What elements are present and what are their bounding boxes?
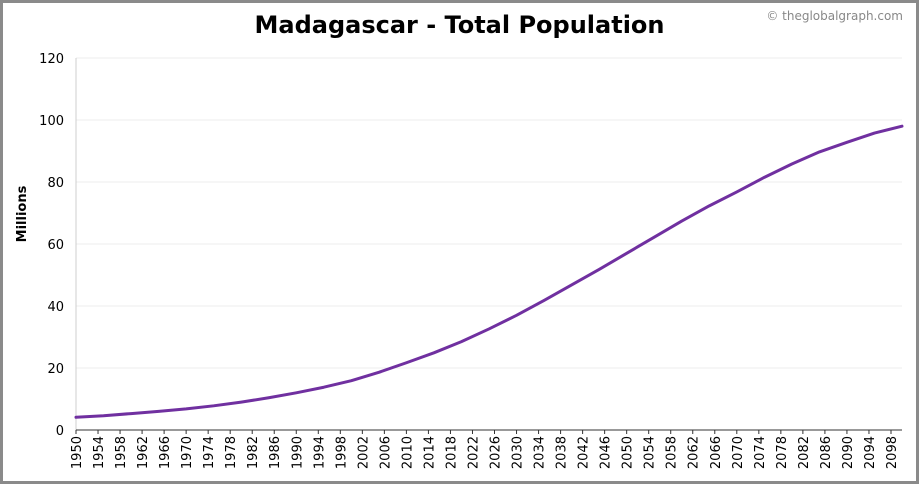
x-tick-label-1986: 1986 — [268, 436, 283, 469]
x-tick-labels: 1950 1954 1958 1962 1966 1970 1974 1978 1982 1986… — [70, 430, 900, 469]
x-tick-label-2010: 2010 — [400, 436, 415, 469]
x-tick-label-2066: 2066 — [709, 436, 724, 469]
y-tick-label-60: 60 — [47, 238, 64, 253]
y-tick-label-100: 100 — [39, 114, 64, 129]
x-tick-label-1978: 1978 — [224, 436, 239, 469]
gridlines — [76, 57, 902, 369]
x-tick-label-2074: 2074 — [753, 436, 768, 469]
y-tick-label-80: 80 — [47, 176, 64, 191]
x-tick-label-2042: 2042 — [577, 436, 592, 469]
x-tick-label-2018: 2018 — [444, 436, 459, 469]
series-line-0 — [74, 124, 904, 419]
x-tick-label-1982: 1982 — [246, 436, 261, 469]
x-tick-label-2030: 2030 — [511, 436, 526, 469]
y-tick-label-0: 0 — [56, 424, 64, 439]
x-tick-label-2098: 2098 — [885, 436, 900, 469]
x-tick-label-1990: 1990 — [290, 436, 305, 469]
y-tick-label-40: 40 — [47, 300, 64, 315]
x-tick-label-1958: 1958 — [114, 436, 129, 469]
x-tick-label-2086: 2086 — [819, 436, 834, 469]
y-tick-labels: 0 20 40 60 80 100 120 — [39, 52, 64, 439]
x-tick-label-2058: 2058 — [665, 436, 680, 469]
x-tick-label-2070: 2070 — [731, 436, 746, 469]
x-tick-label-2054: 2054 — [643, 436, 658, 469]
x-tick-label-1950: 1950 — [70, 436, 85, 469]
x-tick-label-2078: 2078 — [775, 436, 790, 469]
x-tick-label-2046: 2046 — [599, 436, 614, 469]
x-tick-label-2002: 2002 — [356, 436, 371, 469]
axes — [75, 58, 902, 431]
x-tick-label-2038: 2038 — [555, 436, 570, 469]
x-tick-label-2082: 2082 — [797, 436, 812, 469]
x-tick-label-2034: 2034 — [533, 436, 548, 469]
x-tick-label-1994: 1994 — [312, 436, 327, 469]
x-tick-label-1966: 1966 — [158, 436, 173, 469]
x-tick-label-2090: 2090 — [841, 436, 856, 469]
x-tick-label-2022: 2022 — [466, 436, 481, 469]
x-tick-label-2050: 2050 — [621, 436, 636, 469]
x-tick-label-1962: 1962 — [136, 436, 151, 469]
credit-text: © theglobalgraph.com — [766, 9, 903, 23]
y-tick-label-120: 120 — [39, 52, 64, 67]
y-axis-label: Millions — [15, 185, 30, 242]
x-tick-label-2062: 2062 — [687, 436, 702, 469]
x-tick-label-2014: 2014 — [422, 436, 437, 469]
x-tick-label-1970: 1970 — [180, 436, 195, 469]
x-tick-label-1974: 1974 — [202, 436, 217, 469]
x-tick-label-2006: 2006 — [378, 436, 393, 469]
x-tick-label-2026: 2026 — [489, 436, 504, 469]
x-tick-label-1998: 1998 — [334, 436, 349, 469]
chart-title: Madagascar - Total Population — [254, 11, 665, 39]
x-tick-label-2094: 2094 — [863, 436, 878, 469]
x-tick-label-1954: 1954 — [92, 436, 107, 469]
series — [74, 124, 904, 419]
y-tick-label-20: 20 — [47, 362, 64, 377]
